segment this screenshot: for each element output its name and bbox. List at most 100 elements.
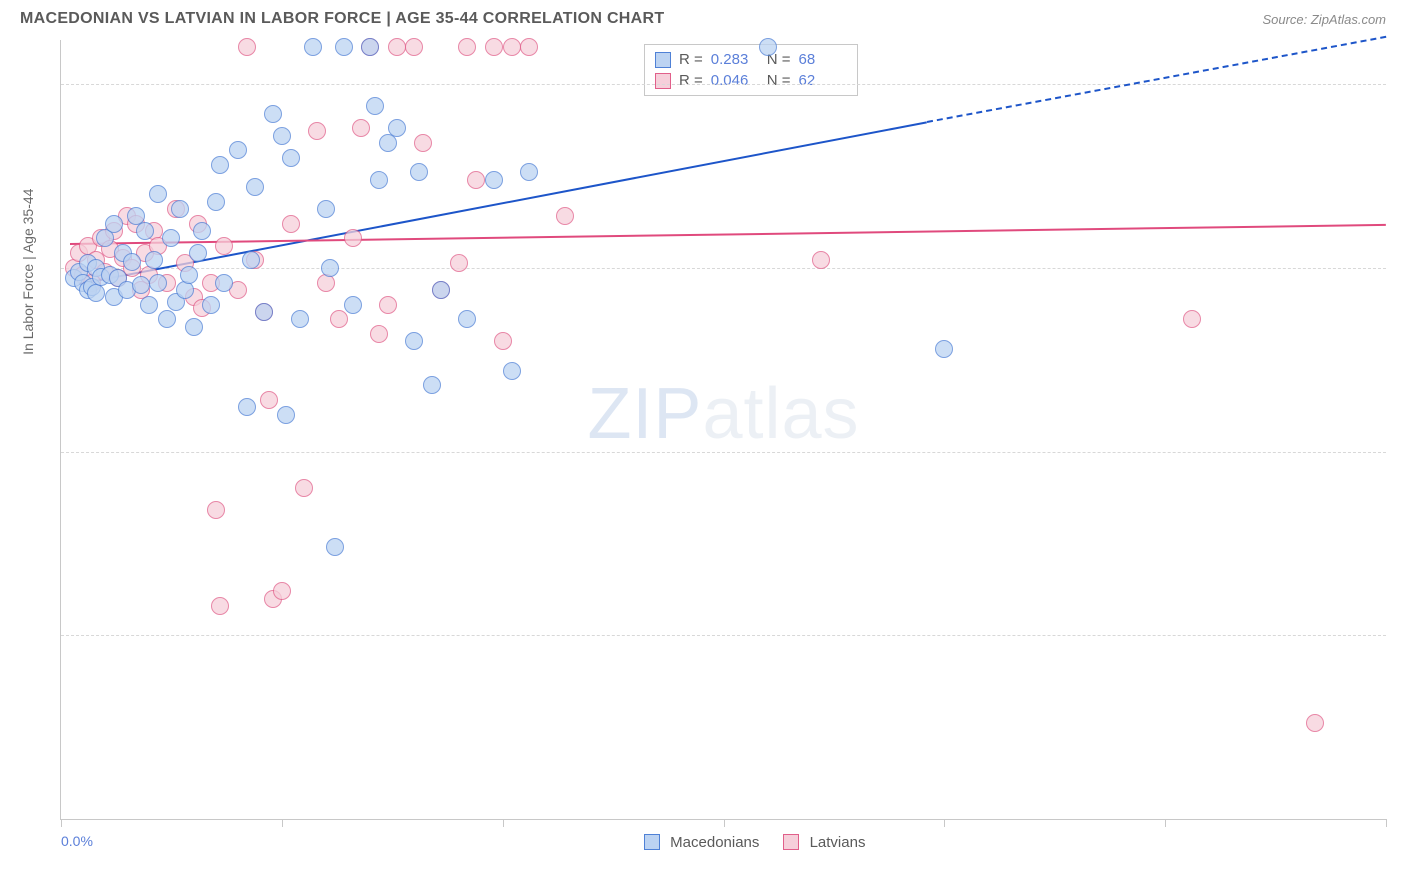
scatter-point	[423, 376, 441, 394]
scatter-point	[207, 501, 225, 519]
scatter-point	[1183, 310, 1201, 328]
scatter-point	[211, 156, 229, 174]
scatter-point	[379, 296, 397, 314]
scatter-point	[158, 310, 176, 328]
scatter-point	[812, 251, 830, 269]
scatter-point	[180, 266, 198, 284]
scatter-point	[238, 38, 256, 56]
stats-r-value-0: 0.283	[711, 51, 759, 68]
watermark-bold: ZIP	[587, 374, 702, 454]
scatter-point	[935, 340, 953, 358]
legend-swatch-macedonians	[644, 834, 660, 850]
scatter-point	[105, 215, 123, 233]
y-tick-label: 75.0%	[1394, 444, 1406, 460]
trend-line	[70, 224, 1386, 245]
scatter-point	[352, 119, 370, 137]
scatter-point	[215, 274, 233, 292]
stats-r-value-1: 0.046	[711, 72, 759, 89]
scatter-point	[282, 215, 300, 233]
gridline	[61, 84, 1386, 85]
x-tick	[503, 819, 504, 827]
y-tick-label: 87.5%	[1394, 260, 1406, 276]
scatter-point	[321, 259, 339, 277]
watermark: ZIPatlas	[587, 373, 859, 455]
scatter-point	[450, 254, 468, 272]
chart-title: MACEDONIAN VS LATVIAN IN LABOR FORCE | A…	[20, 10, 664, 28]
x-tick	[724, 819, 725, 827]
legend-label-latvians: Latvians	[810, 834, 866, 851]
swatch-latvians	[655, 73, 671, 89]
scatter-point	[123, 253, 141, 271]
scatter-point	[308, 122, 326, 140]
scatter-point	[162, 229, 180, 247]
legend-label-macedonians: Macedonians	[670, 834, 759, 851]
scatter-point	[494, 332, 512, 350]
scatter-point	[145, 251, 163, 269]
stats-legend-box: R = 0.283 N = 68 R = 0.046 N = 62	[644, 44, 858, 96]
y-tick-label: 100.0%	[1394, 76, 1406, 92]
scatter-point	[344, 296, 362, 314]
stats-r-label: R =	[679, 72, 703, 89]
scatter-point	[1306, 714, 1324, 732]
scatter-point	[405, 38, 423, 56]
scatter-point	[171, 200, 189, 218]
scatter-point	[467, 171, 485, 189]
scatter-point	[520, 38, 538, 56]
scatter-point	[335, 38, 353, 56]
scatter-point	[503, 38, 521, 56]
plot-area: ZIPatlas R = 0.283 N = 68 R = 0.046 N = …	[60, 40, 1386, 820]
scatter-point	[189, 244, 207, 262]
gridline	[61, 452, 1386, 453]
scatter-point	[414, 134, 432, 152]
scatter-point	[485, 38, 503, 56]
scatter-point	[255, 303, 273, 321]
x-tick	[944, 819, 945, 827]
scatter-point	[503, 362, 521, 380]
legend-item-macedonians: Macedonians	[644, 834, 759, 851]
stats-n-value-0: 68	[799, 51, 847, 68]
legend-item-latvians: Latvians	[783, 834, 865, 851]
legend-swatch-latvians	[783, 834, 799, 850]
swatch-macedonians	[655, 52, 671, 68]
scatter-point	[317, 200, 335, 218]
scatter-point	[149, 185, 167, 203]
scatter-point	[344, 229, 362, 247]
scatter-point	[242, 251, 260, 269]
scatter-point	[370, 171, 388, 189]
scatter-point	[238, 398, 256, 416]
scatter-point	[388, 38, 406, 56]
scatter-point	[295, 479, 313, 497]
scatter-point	[759, 38, 777, 56]
scatter-point	[432, 281, 450, 299]
trend-line	[926, 36, 1386, 123]
scatter-point	[485, 171, 503, 189]
x-tick	[61, 819, 62, 827]
scatter-point	[215, 237, 233, 255]
scatter-point	[291, 310, 309, 328]
scatter-point	[282, 149, 300, 167]
scatter-point	[277, 406, 295, 424]
stats-row-series-0: R = 0.283 N = 68	[655, 49, 847, 70]
chart-container: In Labor Force | Age 35-44 ZIPatlas R = …	[20, 40, 1386, 820]
scatter-point	[87, 284, 105, 302]
watermark-light: atlas	[702, 374, 859, 454]
scatter-point	[273, 127, 291, 145]
scatter-point	[264, 105, 282, 123]
scatter-point	[229, 141, 247, 159]
scatter-point	[388, 119, 406, 137]
scatter-point	[556, 207, 574, 225]
stats-row-series-1: R = 0.046 N = 62	[655, 70, 847, 91]
x-tick	[282, 819, 283, 827]
stats-n-label: N =	[767, 72, 791, 89]
scatter-point	[273, 582, 291, 600]
stats-r-label: R =	[679, 51, 703, 68]
scatter-point	[246, 178, 264, 196]
scatter-point	[211, 597, 229, 615]
scatter-point	[520, 163, 538, 181]
scatter-point	[410, 163, 428, 181]
scatter-point	[361, 38, 379, 56]
bottom-legend: Macedonians Latvians	[644, 834, 865, 851]
stats-n-value-1: 62	[799, 72, 847, 89]
scatter-point	[366, 97, 384, 115]
x-axis-min-label: 0.0%	[61, 833, 93, 849]
